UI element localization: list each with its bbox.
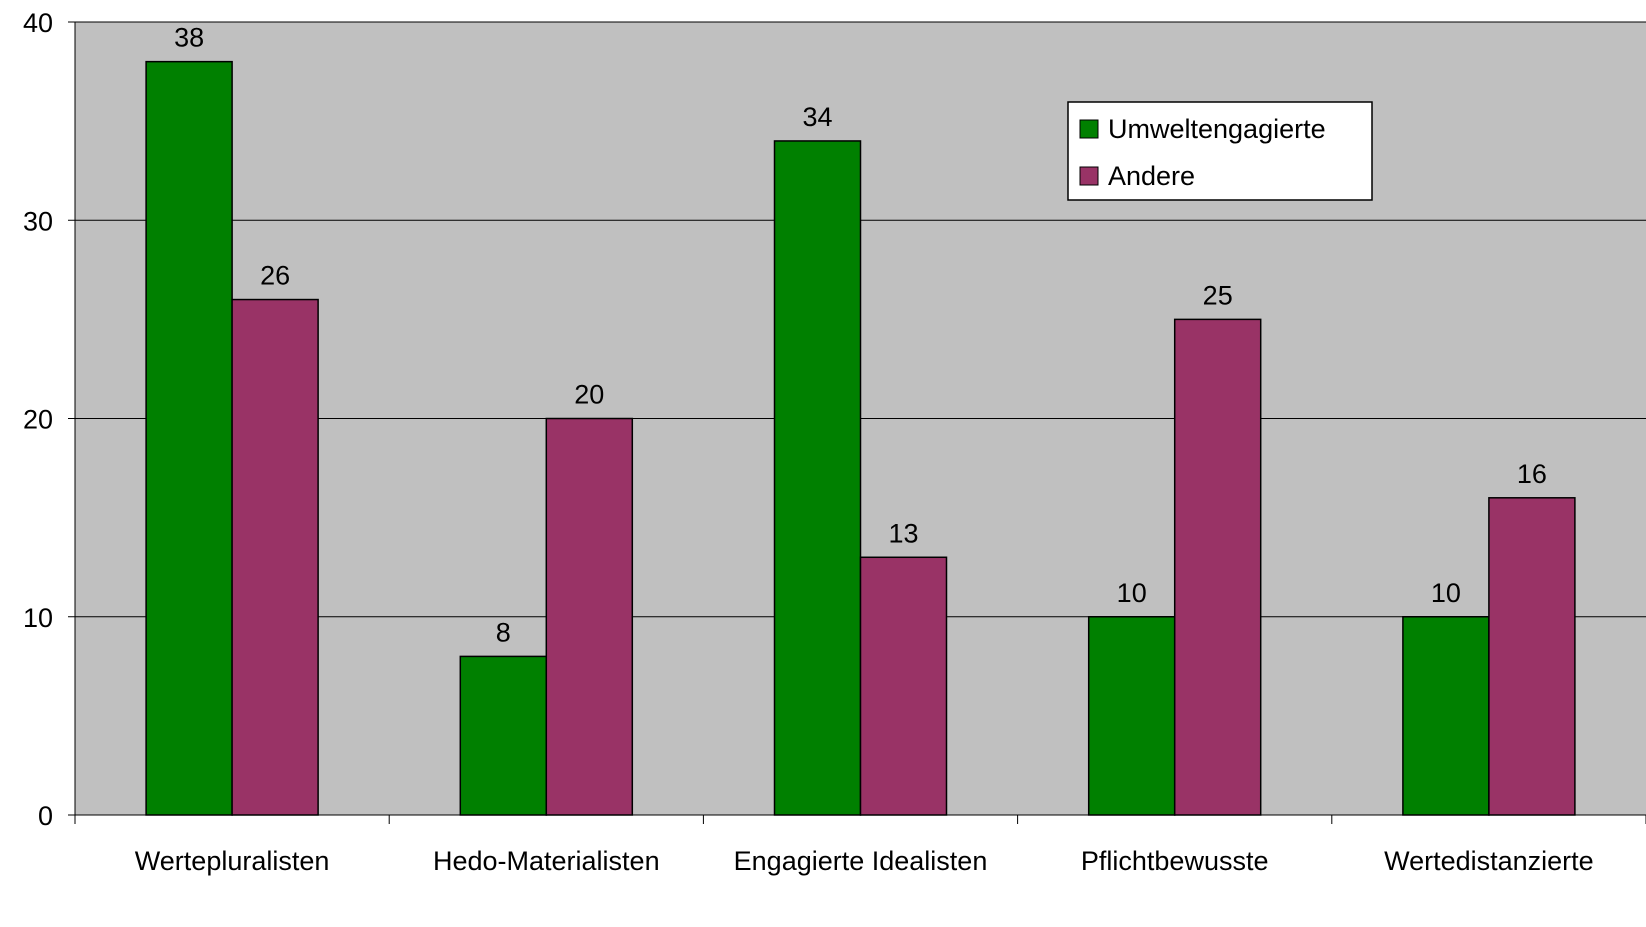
bar-umweltengagierte	[1087, 616, 1176, 816]
bar-andere	[859, 556, 948, 816]
y-tick-label: 10	[23, 603, 53, 633]
bar-andere	[1173, 318, 1262, 816]
data-label: 10	[1431, 578, 1461, 608]
bar-andere	[545, 417, 634, 816]
data-label: 25	[1203, 280, 1233, 310]
data-label: 13	[888, 518, 918, 548]
y-tick-label: 0	[38, 801, 53, 831]
data-label: 20	[574, 380, 604, 410]
legend-label: Andere	[1108, 161, 1195, 191]
data-label: 26	[260, 261, 290, 291]
bar-umweltengagierte	[145, 60, 233, 816]
bar-umweltengagierte	[773, 140, 862, 816]
bar-umweltengagierte	[459, 655, 548, 816]
data-label: 34	[802, 102, 832, 132]
x-category-label: Wertepluralisten	[135, 846, 330, 876]
data-label: 38	[174, 23, 204, 53]
bar-umweltengagierte	[1402, 616, 1490, 816]
x-category-label: Hedo-Materialisten	[433, 846, 660, 876]
x-category-label: Wertedistanzierte	[1384, 846, 1594, 876]
y-tick-label: 20	[23, 405, 53, 435]
x-category-label: Pflichtbewusste	[1081, 846, 1269, 876]
bar-andere	[231, 298, 319, 816]
legend-box	[1067, 101, 1373, 201]
bar-andere	[1488, 497, 1576, 816]
y-tick-label: 40	[23, 8, 53, 38]
legend-label: Umweltengagierte	[1108, 114, 1326, 144]
legend-swatch	[1079, 166, 1099, 186]
data-label: 10	[1117, 578, 1147, 608]
x-category-label: Engagierte Idealisten	[734, 846, 988, 876]
data-label: 8	[496, 617, 511, 647]
data-label: 16	[1517, 459, 1547, 489]
legend-swatch	[1079, 119, 1099, 139]
y-tick-label: 30	[23, 206, 53, 236]
